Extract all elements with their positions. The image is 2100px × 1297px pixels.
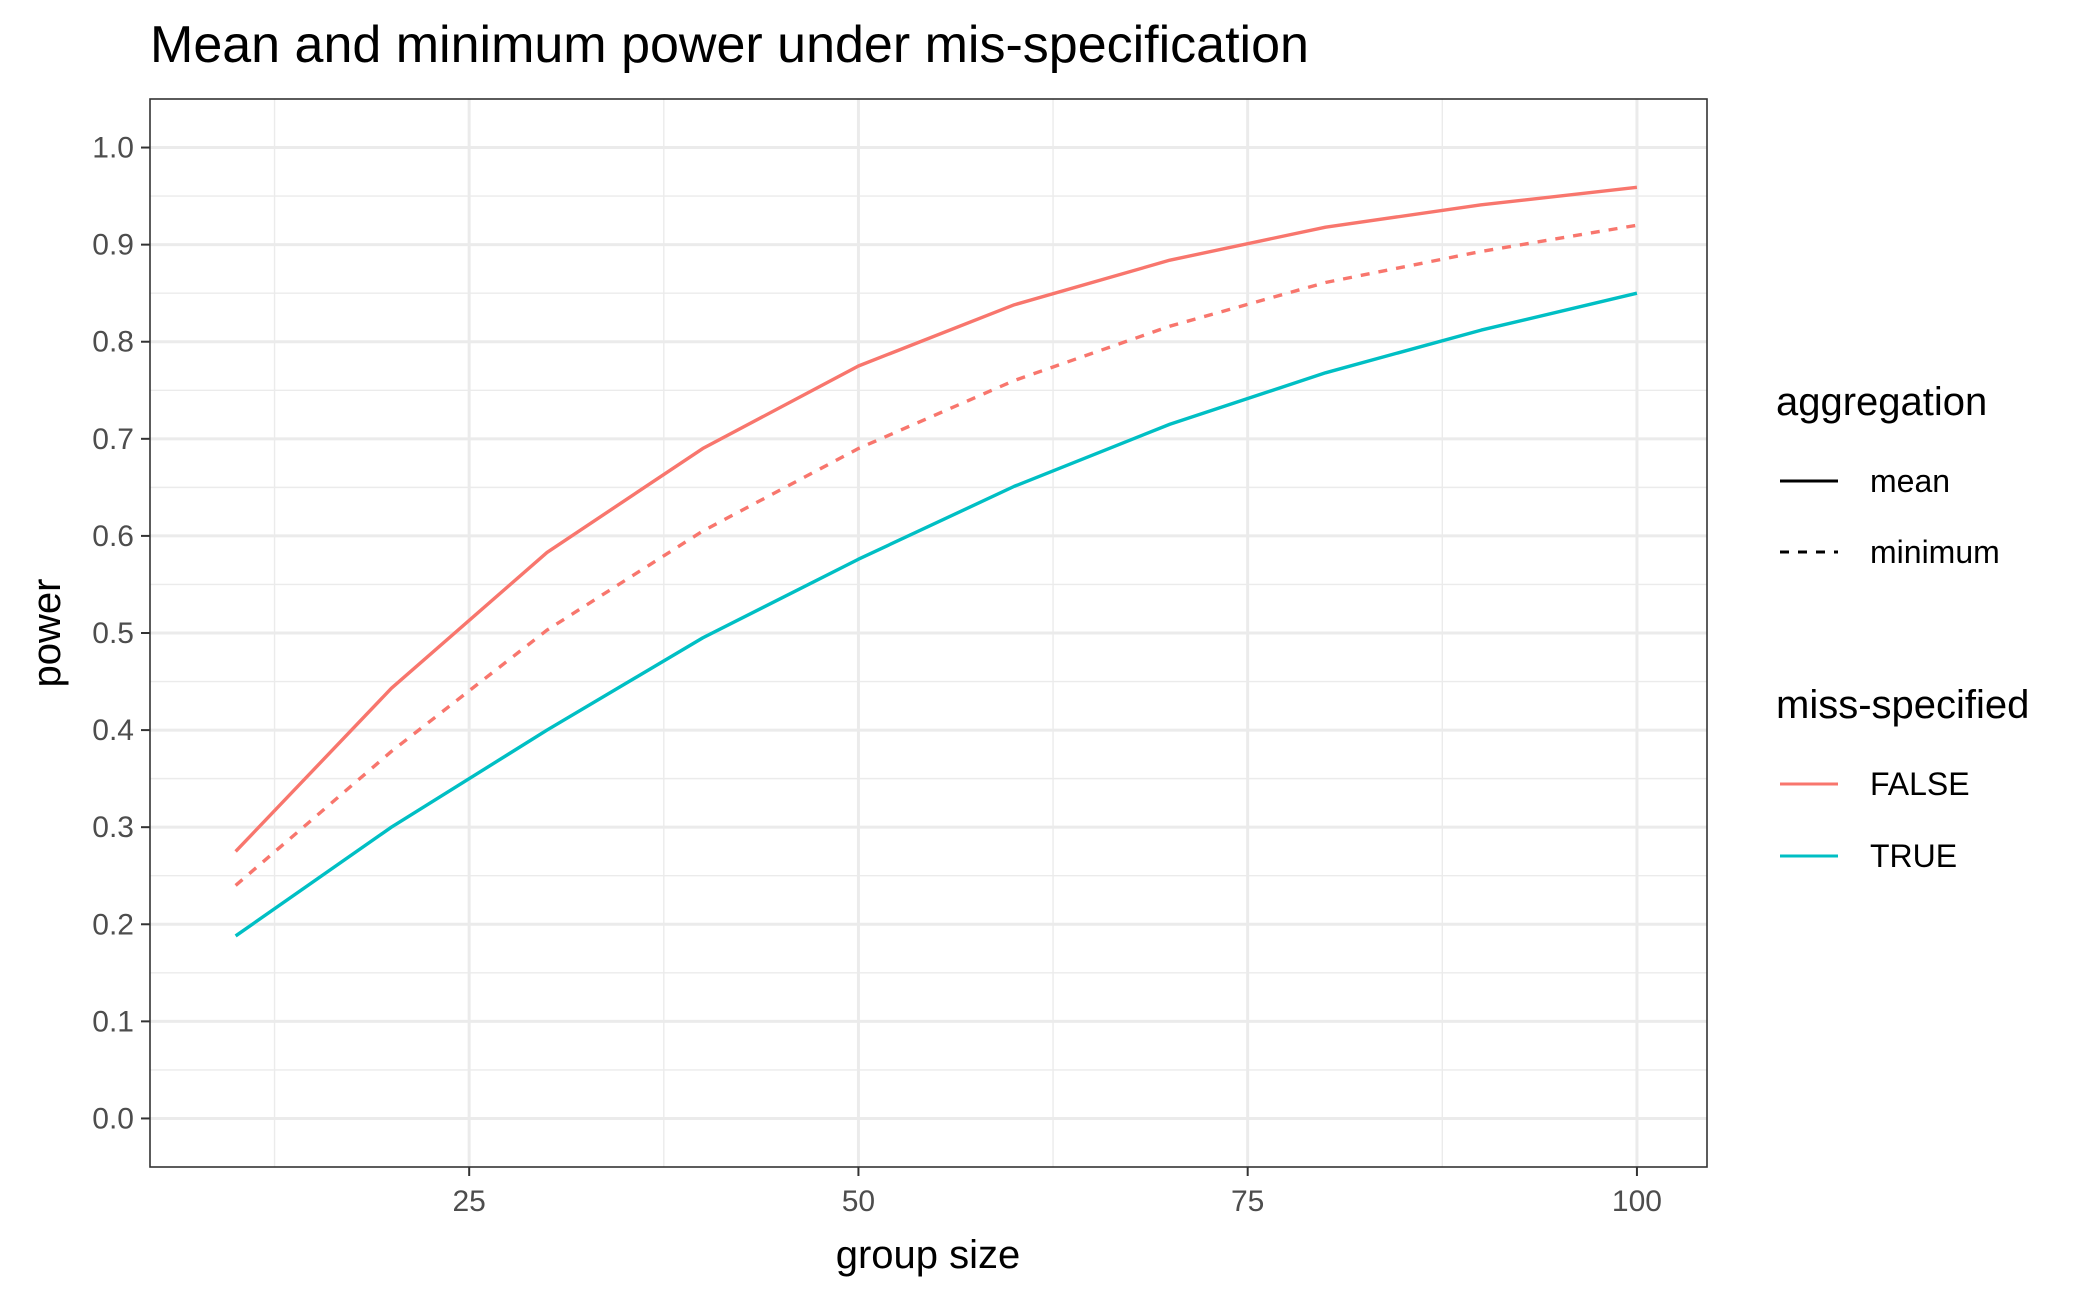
x-tick-label-1: 50	[842, 1185, 875, 1218]
y-tick-label-6: 0.6	[92, 520, 134, 553]
major-gridlines	[150, 99, 1707, 1167]
y-tick-label-7: 0.7	[92, 423, 134, 456]
legend-title-miss-specified: miss-specified	[1776, 683, 2029, 727]
chart-title: Mean and minimum power under mis-specifi…	[150, 16, 1309, 74]
legend-item-true: TRUE	[1780, 838, 1957, 874]
legend-label-false: FALSE	[1870, 766, 1970, 802]
series-line-false-mean	[234, 185, 1638, 853]
series-line-true-mean	[234, 291, 1638, 938]
legend-label-minimum: minimum	[1870, 534, 2000, 570]
y-tick-label-3: 0.3	[92, 811, 134, 844]
x-tick-label-3: 100	[1612, 1185, 1662, 1218]
x-axis: 25 50 75 100	[452, 1167, 1662, 1218]
legend-item-minimum: minimum	[1780, 534, 2000, 570]
y-tick-label-9: 0.9	[92, 229, 134, 262]
y-tick-label-2: 0.2	[92, 908, 134, 941]
series-lines	[234, 185, 1638, 938]
legend-item-mean: mean	[1780, 463, 1950, 499]
legend: aggregation mean minimum miss-specified …	[1776, 380, 2029, 874]
minor-gridlines	[150, 99, 1707, 1167]
y-tick-label-1: 0.1	[92, 1005, 134, 1038]
series-line-false-minimum	[234, 223, 1638, 887]
y-tick-label-10: 1.0	[92, 132, 134, 165]
y-tick-label-0: 0.0	[92, 1102, 134, 1135]
y-axis: 0.0 0.1 0.2 0.3 0.4 0.5 0.6 0.7 0.8 0.9 1.0	[92, 132, 150, 1135]
y-tick-label-4: 0.4	[92, 714, 134, 747]
legend-label-mean: mean	[1870, 463, 1950, 499]
y-axis-title: power	[25, 579, 69, 688]
y-tick-label-5: 0.5	[92, 617, 134, 650]
legend-label-true: TRUE	[1870, 838, 1957, 874]
x-axis-title: group size	[836, 1233, 1021, 1277]
x-tick-label-0: 25	[452, 1185, 485, 1218]
legend-item-false: FALSE	[1780, 766, 1970, 802]
x-tick-label-2: 75	[1231, 1185, 1264, 1218]
legend-title-aggregation: aggregation	[1776, 380, 1987, 424]
y-tick-label-8: 0.8	[92, 326, 134, 359]
